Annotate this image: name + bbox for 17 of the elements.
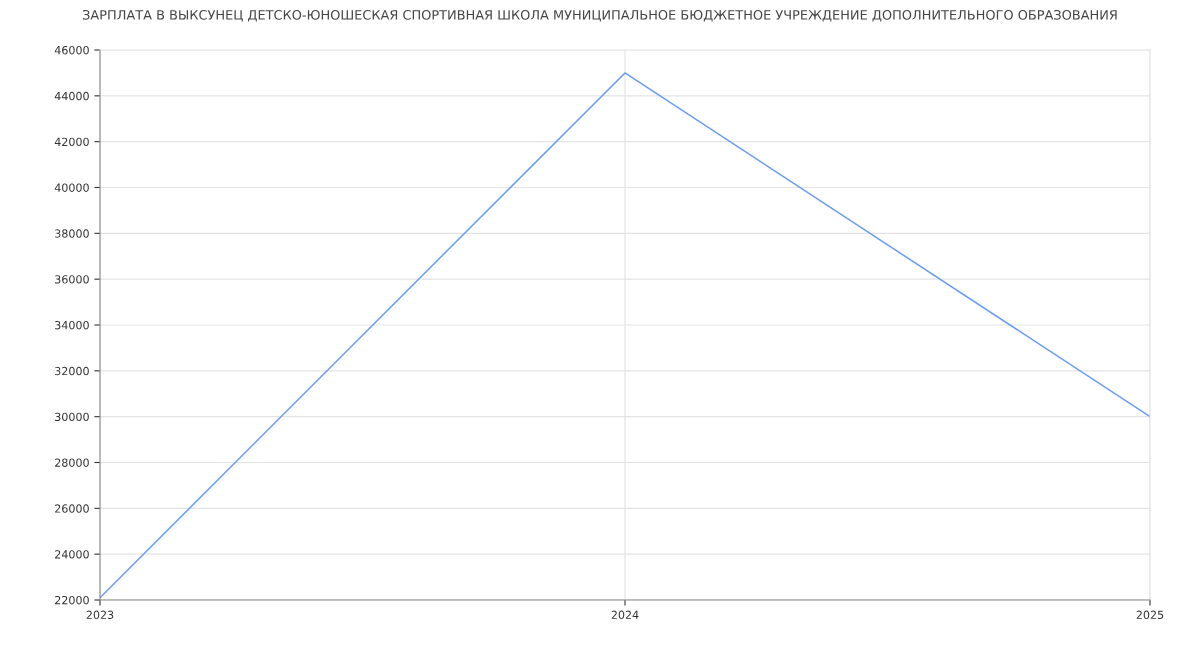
y-tick-label: 24000 [55,550,89,559]
y-tick-label: 38000 [55,229,89,238]
y-tick-label: 28000 [55,458,89,467]
y-tick-label: 42000 [54,137,89,147]
y-tick-label: 34000 [55,320,89,330]
y-tick-label: 40000 [54,183,89,192]
y-tick-label: 46000 [54,45,89,55]
y-tick-label: 26000 [55,504,89,513]
x-tick-label: 2024 [611,610,639,620]
y-tick-label: 36000 [55,275,89,284]
x-tick-label: 2025 [1136,610,1164,620]
chart-title: ЗАРПЛАТА В ВЫКСУНЕЦ ДЕТСКО-ЮНОШЕСКАЯ СПОРТИВНАЯ ШКОЛА МУНИЦИПАЛЬНОЕ БЮДЖЕТНОЕ УЧРЕЖДЕНИЕ ДОПОЛНИТЕЛЬНОГО ОБРАЗОВАНИЯ [82,9,1117,22]
y-tick-label: 44000 [54,91,89,101]
y-tick-label: 32000 [55,366,89,376]
y-tick-label: 30000 [55,412,89,422]
y-tick-label: 22000 [55,595,89,605]
x-tick-label: 2023 [86,610,114,620]
